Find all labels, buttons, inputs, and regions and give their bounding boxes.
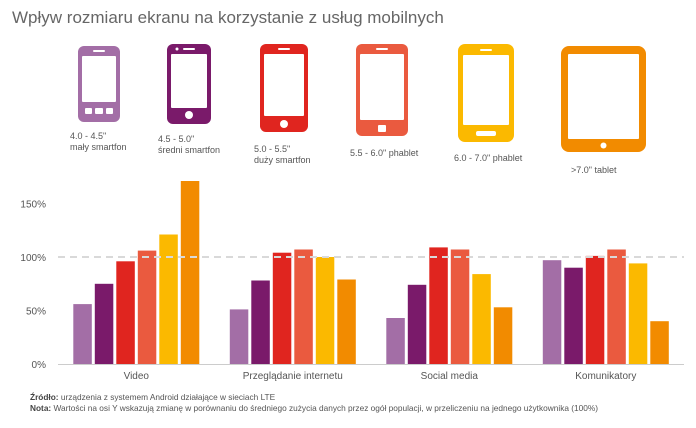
- tablet-icon: [561, 46, 646, 152]
- note-line: Nota: Wartości na osi Y wskazują zmianę …: [30, 403, 598, 414]
- x-tick-label: Social media: [421, 371, 479, 382]
- source-label: Źródło:: [30, 392, 59, 402]
- device-size: 5.0 - 5.5": [254, 144, 291, 154]
- device-label-tablet: >7.0" tablet: [571, 165, 616, 176]
- device-size: 5.5 - 6.0" phablet: [350, 148, 419, 158]
- bar: [180, 181, 200, 364]
- device-size: >7.0" tablet: [571, 165, 617, 175]
- page-title: Wpływ rozmiaru ekranu na korzystanie z u…: [12, 8, 444, 27]
- bar: [407, 284, 427, 364]
- bar: [607, 249, 626, 364]
- large-smartphone-icon: [260, 44, 308, 132]
- y-tick-label: 0%: [32, 360, 47, 371]
- y-tick-label: 50%: [26, 307, 46, 318]
- bar: [386, 318, 405, 364]
- device-name: mały smartfon: [70, 142, 127, 152]
- phablet-small-icon: [356, 44, 408, 136]
- device-size: 4.0 - 4.5": [70, 131, 107, 141]
- bar: [585, 255, 605, 364]
- note-label: Nota:: [30, 403, 52, 413]
- footer: Źródło: urządzenia z systemem Android dz…: [30, 392, 598, 414]
- bar: [472, 274, 491, 364]
- note-text: Wartości na osi Y wskazują zmianę w poró…: [51, 403, 599, 413]
- device-name: średni smartfon: [158, 145, 221, 155]
- device-label-large-smartphone: 5.0 - 5.5" duży smartfon: [254, 144, 311, 166]
- bar: [337, 279, 356, 364]
- y-tick-label: 150%: [20, 200, 46, 211]
- bar: [272, 252, 292, 364]
- source-line: Źródło: urządzenia z systemem Android dz…: [30, 392, 598, 403]
- x-tick-label: Komunikatory: [575, 371, 636, 382]
- device-label-phablet-small: 5.5 - 6.0" phablet: [350, 148, 418, 159]
- device-label-phablet-large: 6.0 - 7.0" phablet: [454, 153, 522, 164]
- y-tick-label: 100%: [20, 253, 46, 264]
- bar: [628, 263, 648, 364]
- device-label-medium-smartphone: 4.5 - 5.0" średni smartfon: [158, 134, 220, 156]
- x-tick-label: Przeglądanie internetu: [243, 371, 343, 382]
- bar: [564, 267, 583, 364]
- bar: [542, 260, 562, 364]
- medium-smartphone-icon: [167, 44, 211, 124]
- source-text: urządzenia z systemem Android działające…: [58, 392, 276, 402]
- bar: [493, 307, 513, 364]
- device-name: duży smartfon: [254, 155, 311, 165]
- small-smartphone-icon: [78, 46, 120, 122]
- bar: [650, 321, 669, 364]
- x-tick-label: Video: [124, 371, 150, 382]
- bar: [229, 309, 249, 364]
- device-size: 6.0 - 7.0" phablet: [454, 153, 523, 163]
- device-size: 4.5 - 5.0": [158, 134, 195, 144]
- bar: [137, 250, 157, 364]
- bar: [294, 249, 313, 364]
- bar: [94, 283, 114, 365]
- bar: [251, 280, 270, 364]
- device-label-small-smartphone: 4.0 - 4.5" mały smartfon: [70, 131, 127, 153]
- bar: [315, 257, 335, 364]
- bar: [450, 249, 470, 364]
- phablet-large-icon: [458, 44, 514, 142]
- bar: [159, 234, 178, 364]
- bar: [116, 261, 135, 364]
- bar: [73, 304, 92, 364]
- bar: [429, 247, 448, 364]
